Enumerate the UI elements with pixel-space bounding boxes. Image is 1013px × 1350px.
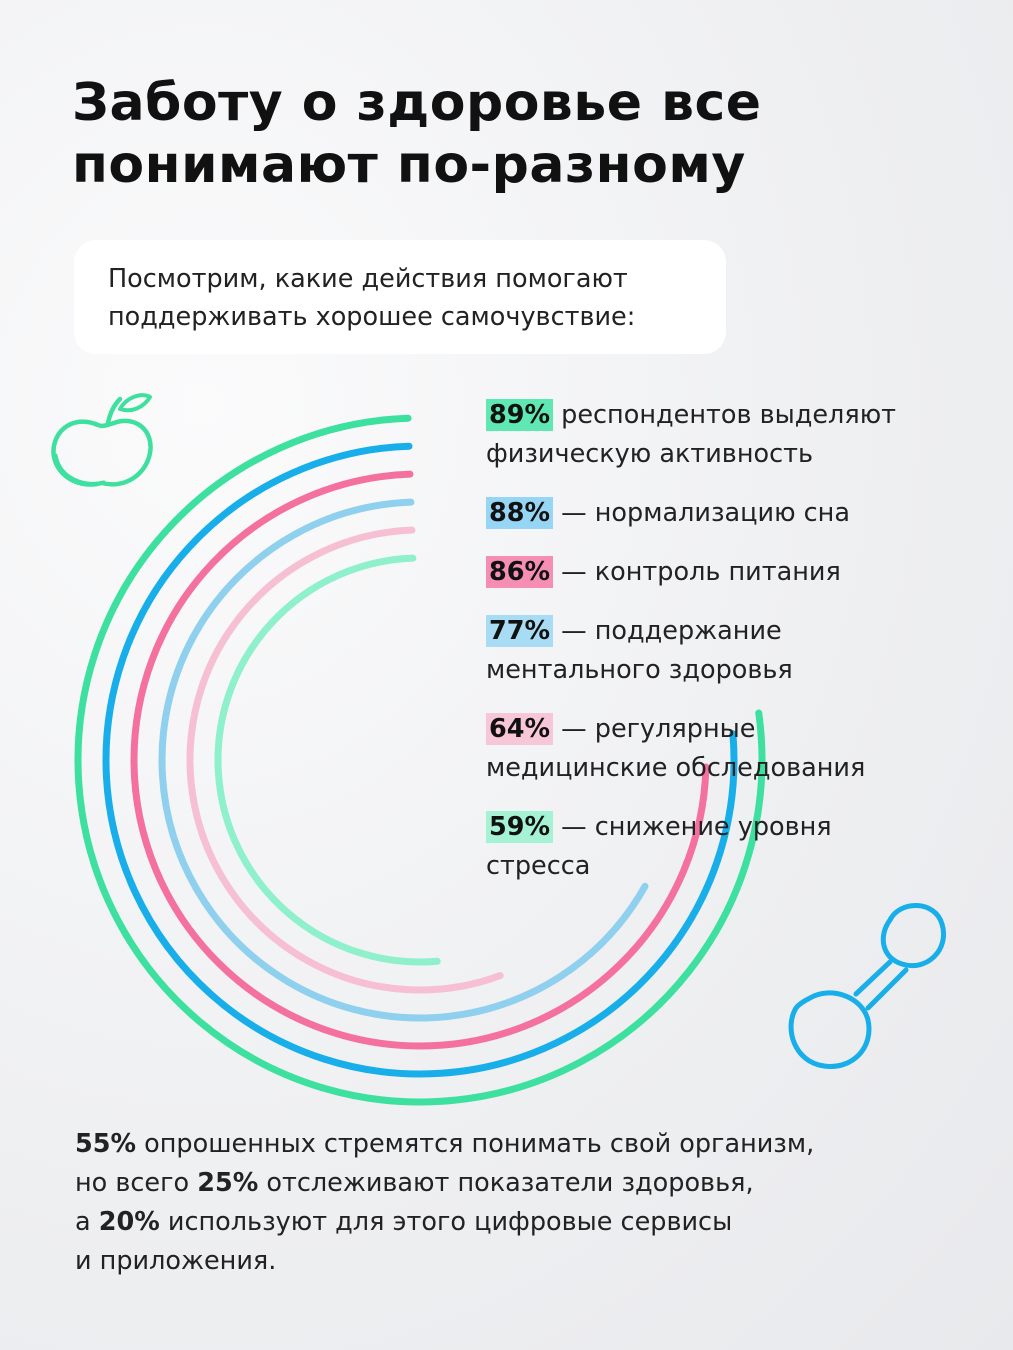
legend-label: — поддержание xyxy=(553,616,782,646)
arc-series-3 xyxy=(130,470,710,1050)
title-line-2: понимают по-разному xyxy=(72,135,746,195)
legend-line: 59% — снижение уровня xyxy=(486,808,832,847)
legend-line: 88% — нормализацию сна xyxy=(486,494,850,533)
footer-stat: 20% xyxy=(98,1207,160,1237)
footer-stat: 55% xyxy=(75,1129,137,1159)
legend-label: — нормализацию сна xyxy=(553,498,850,528)
legend-item-2: 88% — нормализацию сна xyxy=(486,494,850,533)
footer-stat: 25% xyxy=(197,1168,259,1198)
footer-text: 55% опрошенных стремятся понимать свой о… xyxy=(75,1125,975,1281)
apple-icon xyxy=(51,393,153,487)
legend-line: медицинские обследования xyxy=(486,753,866,783)
legend-label: — регулярные xyxy=(553,714,756,744)
footer-line: но всего 25% отслеживают показатели здор… xyxy=(75,1168,754,1198)
percent-badge: 64% xyxy=(486,713,554,745)
intro-line-1: Посмотрим, какие действия помогают xyxy=(108,264,628,294)
title-line-1: Заботу о здоровье все xyxy=(72,73,762,133)
footer-line: и приложения. xyxy=(75,1246,277,1276)
legend-item-3: 86% — контроль питания xyxy=(486,553,841,592)
legend-label: респондентов выделяют xyxy=(553,400,897,430)
percent-badge: 77% xyxy=(486,615,554,647)
arc-series-6 xyxy=(214,554,441,966)
intro-line-2: поддерживать хорошее самочувствие: xyxy=(108,302,636,332)
arc-series-4 xyxy=(158,498,649,1022)
legend-line: 77% — поддержание xyxy=(486,612,793,651)
dumbbell-icon xyxy=(788,903,946,1069)
legend-line: 89% респондентов выделяют xyxy=(486,396,896,435)
legend-line: ментального здоровья xyxy=(486,655,793,685)
legend-item-4: 77% — поддержание ментального здоровья xyxy=(486,612,793,690)
arc-series-5 xyxy=(186,526,504,994)
legend-item-1: 89% респондентов выделяют физическую акти… xyxy=(486,396,896,474)
percent-badge: 88% xyxy=(486,497,554,529)
legend-line: 86% — контроль питания xyxy=(486,553,841,592)
arc-series-2 xyxy=(102,442,738,1078)
footer-line: 55% опрошенных стремятся понимать свой о… xyxy=(75,1129,815,1159)
legend-line: стресса xyxy=(486,851,591,881)
legend-item-6: 59% — снижение уровня стресса xyxy=(486,808,832,886)
arc-series-1 xyxy=(74,414,766,1106)
percent-badge: 59% xyxy=(486,811,554,843)
legend-item-5: 64% — регулярные медицинские обследования xyxy=(486,710,865,788)
legend-line: 64% — регулярные xyxy=(486,710,865,749)
legend-line: физическую активность xyxy=(486,439,814,469)
footer-line: а 20% используют для этого цифровые серв… xyxy=(75,1207,733,1237)
percent-badge: 89% xyxy=(486,399,554,431)
legend-label: — снижение уровня xyxy=(553,812,832,842)
legend-label: — контроль питания xyxy=(553,557,841,587)
page-title: Заботу о здоровье все понимают по-разном… xyxy=(72,72,972,196)
percent-badge: 86% xyxy=(486,556,554,588)
intro-card: Посмотрим, какие действия помогают подде… xyxy=(74,240,726,354)
